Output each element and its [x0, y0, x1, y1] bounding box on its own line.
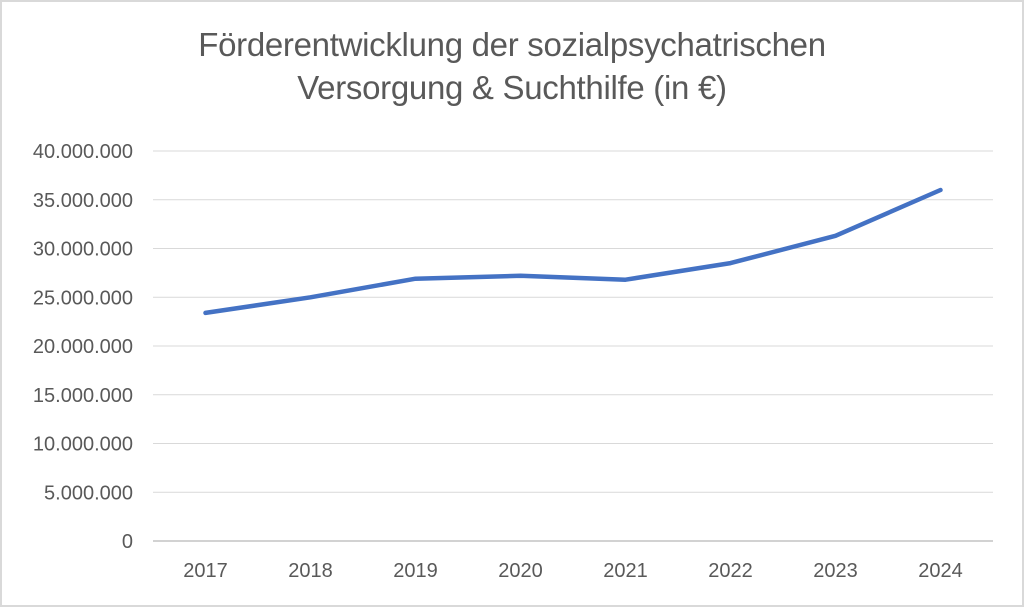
y-tick-label: 40.000.000	[33, 141, 133, 163]
x-tick-label: 2023	[813, 560, 858, 582]
y-tick-label: 25.000.000	[33, 287, 133, 309]
x-tick-label: 2020	[498, 560, 543, 582]
chart-title-line-2: Versorgung & Suchthilfe (in €)	[297, 68, 727, 106]
chart-title: Förderentwicklung der sozialpsychatrisch…	[2, 24, 1022, 110]
y-tick-label: 30.000.000	[33, 239, 133, 261]
y-tick-label: 35.000.000	[33, 190, 133, 212]
x-tick-label: 2017	[183, 560, 228, 582]
x-tick-label: 2018	[288, 560, 333, 582]
y-tick-label: 5.000.000	[44, 482, 133, 504]
y-tick-label: 15.000.000	[33, 385, 133, 407]
x-tick-label: 2019	[393, 560, 438, 582]
chart-title-line-1: Förderentwicklung der sozialpsychatrisch…	[198, 26, 826, 63]
x-tick-label: 2021	[603, 560, 648, 582]
x-tick-label: 2022	[708, 560, 753, 582]
data-line-series	[203, 187, 943, 316]
y-tick-label: 10.000.000	[33, 434, 133, 456]
y-tick-label: 20.000.000	[33, 336, 133, 358]
y-tick-label: 0	[122, 531, 133, 553]
x-tick-label: 2024	[918, 560, 963, 582]
